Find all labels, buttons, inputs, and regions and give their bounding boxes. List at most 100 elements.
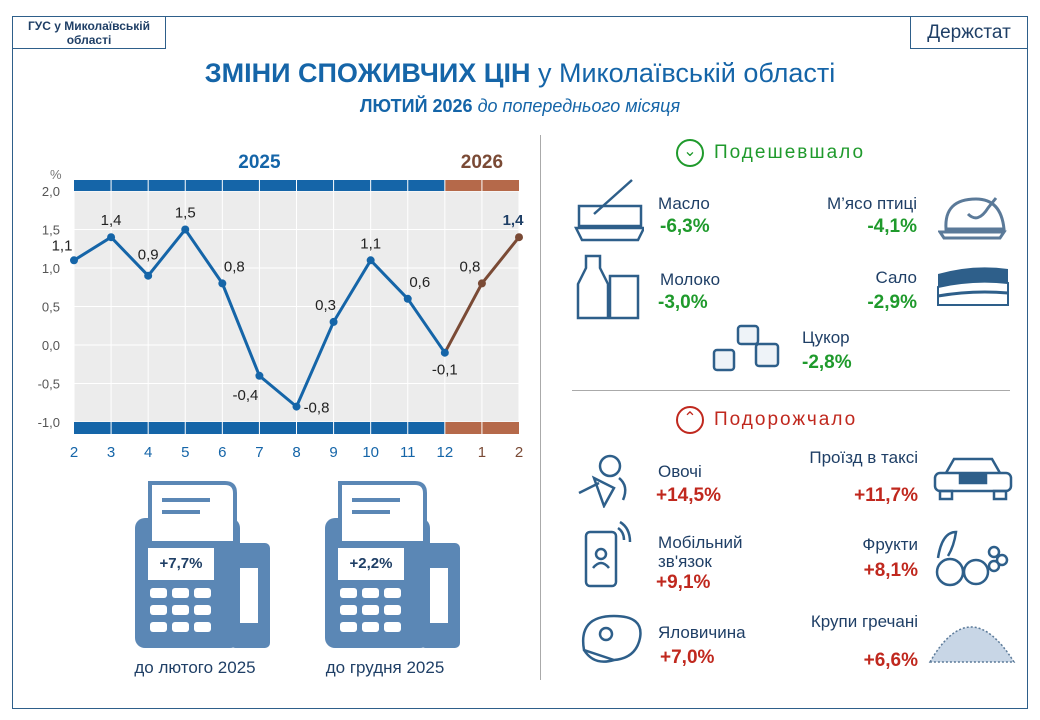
pricier-title: Подорожчало (714, 409, 858, 431)
data-point (70, 256, 78, 265)
x-tick-label: 2 (70, 444, 78, 461)
buckwheat-icon (928, 626, 1016, 663)
item-value: +9,1% (656, 572, 711, 593)
data-label: 1,5 (175, 205, 196, 222)
y-tick-label: 1,5 (42, 223, 60, 238)
year-label: 2025 (238, 152, 281, 173)
data-point (218, 279, 227, 288)
data-point (477, 279, 486, 288)
data-label: -0,8 (304, 400, 330, 417)
org-label: ГУС у Миколаївській області (12, 16, 166, 49)
phone-icon (584, 520, 632, 588)
data-point (255, 371, 264, 380)
y-axis-unit: % (50, 167, 62, 182)
item-name: Молоко (660, 270, 721, 289)
x-tick-label: 8 (292, 444, 300, 461)
x-tick-label: 7 (255, 444, 263, 461)
data-point (144, 271, 153, 280)
title-rest: у Миколаївській області (530, 58, 836, 88)
item-value: +14,5% (656, 485, 721, 506)
fruits-icon (935, 530, 1009, 587)
item-value: -4,1% (867, 216, 917, 237)
vegetables-icon (578, 454, 627, 508)
data-point (107, 233, 116, 242)
register-value: +2,2% (349, 555, 393, 572)
subtitle-rest: до попереднього місяця (472, 96, 681, 116)
y-tick-label: 0,0 (42, 338, 60, 353)
cash-register-icon (135, 481, 270, 648)
line-chart: 2,0 1,5 1,0 0,5 0,0 -0,5 -1,0% 2025 2026 1,1 2 1,4 3… (38, 152, 525, 461)
cash-register-icon (325, 481, 460, 648)
item-value: +6,6% (863, 650, 918, 671)
pricier-heading: ⌃ Подорожчало (676, 406, 857, 434)
beef-icon (581, 614, 642, 663)
item-value: +8,1% (863, 560, 918, 581)
item-value: -2,9% (867, 292, 917, 313)
data-point (366, 256, 375, 265)
data-label: 1,1 (360, 235, 381, 252)
data-label: 1,1 (52, 237, 73, 254)
x-tick-label: 5 (181, 444, 189, 461)
x-tick-label: 2 (515, 444, 523, 461)
subtitle-bold: ЛЮТИЙ 2026 (359, 96, 473, 116)
page-title: ЗМІНИ СПОЖИВЧИХ ЦІН у Миколаївській обла… (0, 58, 1040, 89)
data-label: 1,4 (503, 212, 525, 229)
data-label: 0,6 (409, 274, 430, 291)
x-tick-label: 10 (362, 444, 379, 461)
item-name: Проїзд в таксі (809, 448, 918, 467)
item-name: Фрукти (862, 535, 918, 554)
data-point (403, 294, 412, 303)
item-value: -3,0% (658, 292, 708, 313)
item-name: Сало (875, 268, 918, 287)
item-name: Яловичина (658, 623, 746, 642)
data-label: 0,3 (315, 297, 336, 314)
title-bold: ЗМІНИ СПОЖИВЧИХ ЦІН (204, 58, 531, 88)
milk-icon (576, 254, 640, 320)
register-value: +7,7% (159, 555, 203, 572)
x-tick-label: 11 (400, 444, 416, 461)
horizontal-divider (572, 390, 1010, 391)
x-tick-label: 4 (144, 444, 152, 461)
chevron-down-icon: ⌄ (676, 139, 704, 167)
item-name: Масло (658, 194, 710, 213)
data-point (181, 225, 190, 234)
x-tick-label: 12 (436, 444, 453, 461)
item-name: Овочі (658, 462, 702, 481)
infographic-frame (12, 16, 1028, 709)
x-tick-label: 9 (329, 444, 337, 461)
butter-icon (574, 179, 644, 242)
y-tick-label: -0,5 (38, 377, 60, 392)
data-label: 0,9 (138, 247, 159, 264)
data-point (329, 317, 338, 326)
data-point (440, 348, 449, 357)
register-caption: до лютого 2025 (134, 658, 256, 677)
x-tick-label: 1 (478, 444, 486, 461)
page-subtitle: ЛЮТИЙ 2026 до попереднього місяця (0, 96, 1040, 117)
cheaper-heading: ⌄ Подешевшало (676, 139, 865, 167)
item-name: Цукор (802, 328, 850, 347)
chevron-up-icon: ⌃ (676, 406, 704, 434)
cheaper-title: Подешевшало (714, 142, 866, 164)
data-point (292, 402, 301, 411)
chicken-icon (938, 197, 1007, 240)
x-tick-label: 3 (107, 444, 115, 461)
item-value: +7,0% (660, 647, 715, 668)
x-tick-label: 6 (218, 444, 226, 461)
register-caption: до грудня 2025 (325, 658, 445, 677)
item-name: М’ясо птиці (826, 194, 917, 213)
data-label: -0,1 (432, 362, 458, 379)
y-tick-label: 2,0 (42, 184, 60, 199)
sugar-icon (712, 324, 780, 372)
item-value: -6,3% (660, 216, 710, 237)
lard-icon (937, 267, 1009, 306)
data-label: 0,8 (224, 258, 245, 275)
y-tick-label: -1,0 (38, 415, 60, 430)
item-name: Крупи гречані (810, 612, 918, 631)
brand-label: Держстат (910, 16, 1028, 49)
data-label: 0,8 (459, 258, 480, 275)
taxi-icon (933, 457, 1013, 501)
data-label: -0,4 (232, 387, 258, 404)
y-tick-label: 0,5 (42, 300, 60, 315)
item-value: -2,8% (802, 352, 852, 373)
item-value: +11,7% (854, 485, 918, 506)
